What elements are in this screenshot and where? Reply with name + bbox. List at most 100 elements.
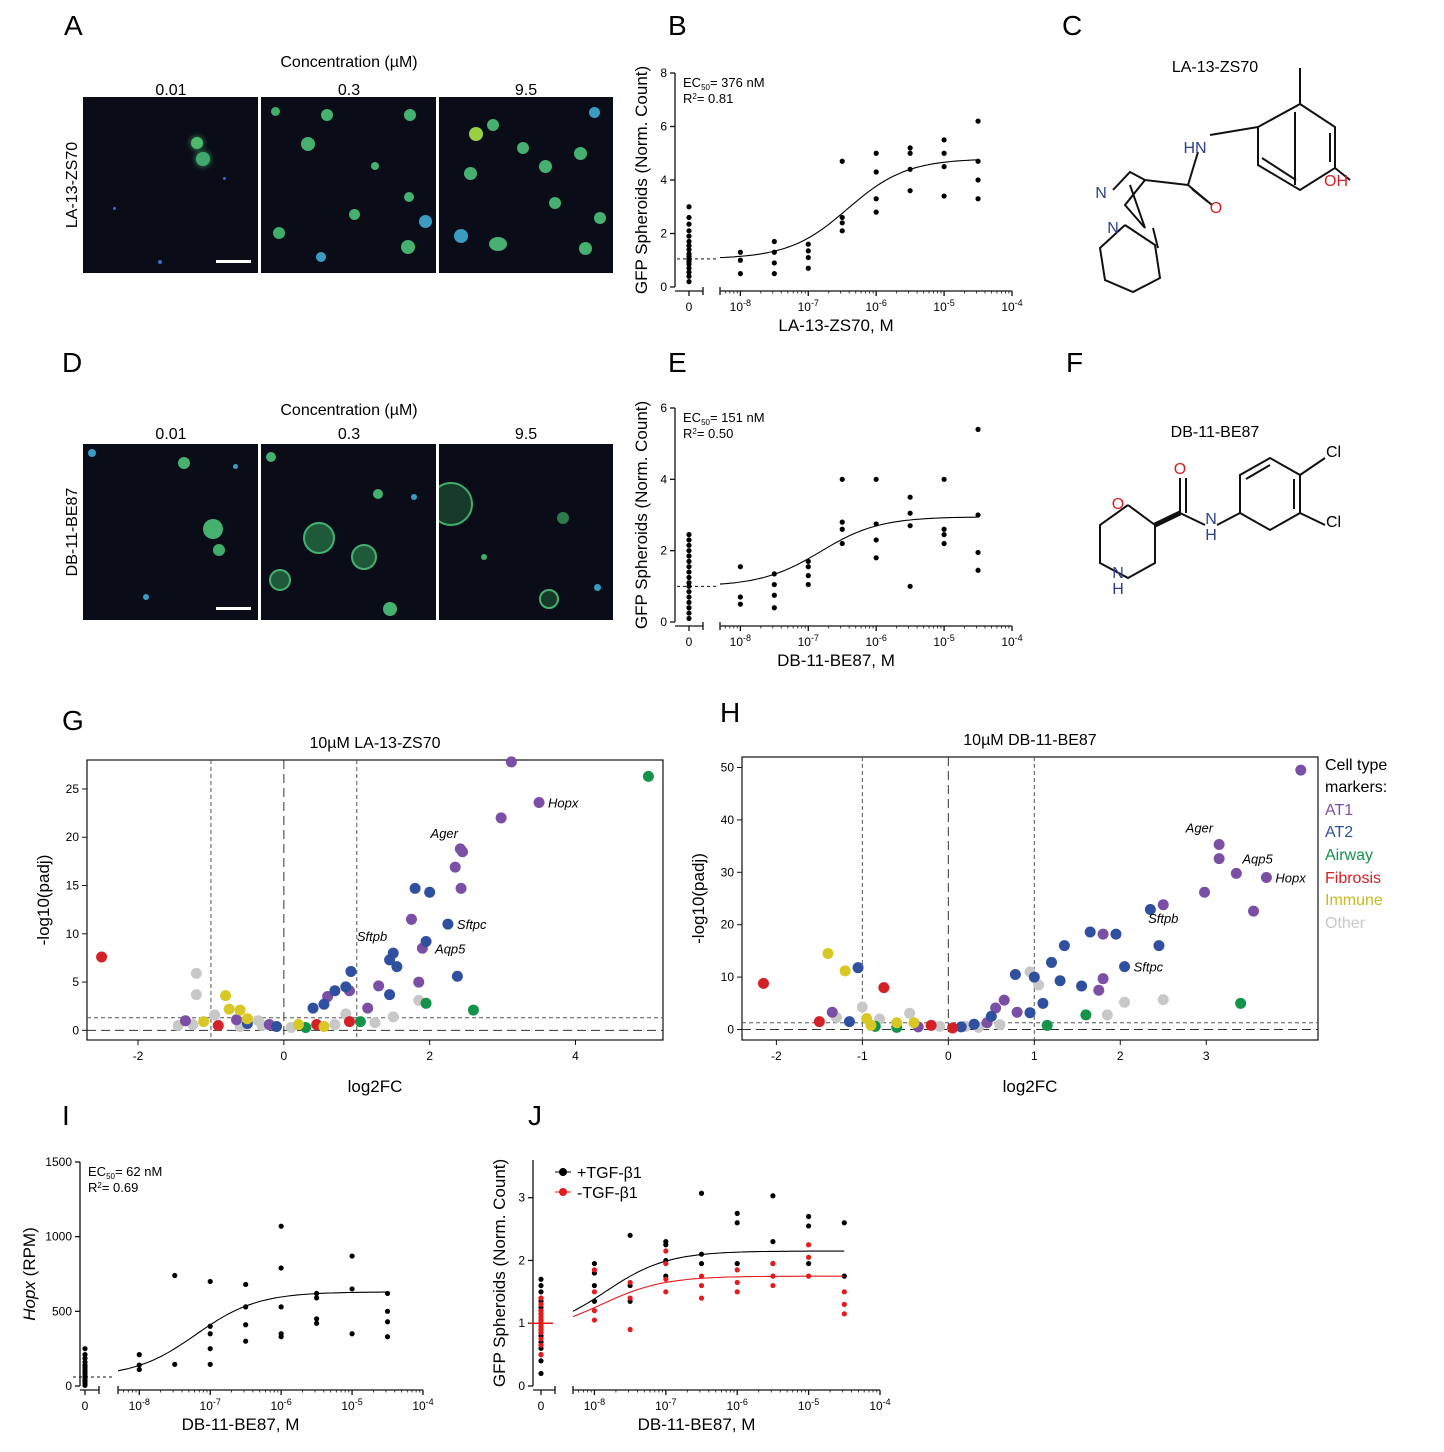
chart-i-zero-point [82, 1359, 88, 1365]
chart-g-gene-point [362, 1002, 374, 1014]
chart-b-y-title: GFP Spheroids (Norm. Count) [632, 66, 651, 294]
chart-j-x-tick-label: 10-5 [798, 1397, 819, 1413]
chart-e-point [907, 510, 913, 516]
panel-d-conc-1: 0.01 [155, 426, 186, 443]
chart-h-gene-point [998, 994, 1010, 1006]
chart-e-point [771, 605, 777, 611]
chart-b-point [805, 265, 811, 271]
chart-h-x-tick-label: 3 [1203, 1049, 1210, 1063]
chart-j-point [806, 1242, 812, 1248]
chart-b-zero-point [686, 279, 692, 285]
chart-b-point [907, 145, 913, 151]
chart-i-point [207, 1278, 213, 1285]
chart-g-gene-point [271, 1020, 283, 1032]
chart-h-gene-point [1144, 904, 1156, 916]
chart-j-point [663, 1276, 669, 1282]
chart-j-point [627, 1232, 633, 1238]
chart-b-point [941, 193, 947, 199]
chart-h-x-tick-label: -1 [857, 1049, 868, 1063]
chart-j-fit-curve [572, 1275, 845, 1318]
panel-letter-g: G [62, 705, 84, 736]
atom-hn: HN [1183, 140, 1206, 157]
chart-h-gene-point [1097, 928, 1109, 940]
chart-i-point [207, 1323, 213, 1329]
chart-j-y-tick-label: 0 [518, 1379, 525, 1393]
chart-j-zero-point [538, 1282, 544, 1289]
chart-e-point [873, 555, 879, 561]
panel-letter-h: H [720, 697, 740, 728]
chart-i-y-title: Hopx (RPM) [20, 1227, 39, 1321]
atom-oh: OH [1324, 173, 1348, 190]
legend-item-other: Other [1325, 915, 1366, 932]
legend-item-airway: Airway [1325, 847, 1373, 864]
chart-g-gene-point [387, 1011, 399, 1023]
chart-g-gene-point [345, 965, 357, 977]
chart-b-x-title: LA-13-ZS70, M [778, 316, 893, 335]
chart-h-gene-point [1230, 867, 1242, 879]
chart-h-gene-point [1153, 940, 1165, 952]
chart-i-zero-point [82, 1346, 88, 1352]
micrograph-a-3 [439, 97, 613, 273]
chart-h-gene-point [856, 1001, 868, 1013]
chart-b-zero-point [686, 228, 692, 234]
chart-j-point [591, 1260, 598, 1267]
chart-g-x-tick-label: 4 [572, 1049, 579, 1063]
chart-j-y-tick-label: 1 [518, 1316, 525, 1330]
chart-j-point [806, 1223, 812, 1229]
chart-e-point [907, 583, 913, 589]
chart-h-gene-point [1054, 975, 1066, 987]
chart-e-zero-point [686, 574, 692, 581]
chart-j-point [627, 1326, 633, 1333]
chart-h-gene-point [1028, 971, 1040, 983]
chart-g-gene-point [307, 1002, 319, 1014]
chart-g-gene-point [413, 976, 425, 988]
chart-g-y-tick-label: 5 [72, 975, 79, 989]
chart-g-gene-point [340, 981, 352, 993]
panel-letter-j: J [528, 1100, 542, 1131]
chart-i-x-zero-label: 0 [82, 1399, 89, 1413]
atom-n-ring: N [1112, 565, 1124, 582]
chart-e-x-tick-label: 10-8 [730, 633, 751, 649]
chart-j-point [734, 1267, 740, 1273]
chart-e-zero-point [686, 548, 692, 554]
legend-item-immune: Immune [1325, 892, 1383, 909]
chart-j-x-zero-label: 0 [538, 1399, 545, 1413]
chart-b-point [975, 196, 981, 202]
chart-h-gene-point [865, 1019, 877, 1031]
chart-j-x-tick-label: 10-4 [869, 1397, 890, 1413]
chart-i-point [384, 1334, 391, 1340]
chart-e-fit-curve [719, 516, 979, 585]
chart-i-ec50: EC50= 62 nM [88, 1164, 162, 1181]
chart-h-gene-point [1119, 961, 1131, 973]
chart-g-y-tick-label: 15 [66, 879, 80, 893]
chart-g-gene-point [198, 1016, 210, 1028]
micrograph-d-1 [83, 444, 258, 620]
chart-b-point [771, 271, 777, 277]
chart-h-x-tick-label: -2 [771, 1049, 782, 1063]
chart-g-x-title: log2FC [348, 1077, 403, 1096]
chart-h-gene-point [955, 1021, 967, 1033]
chart-b-x-tick-label: 10-5 [933, 298, 954, 314]
chart-h-gene-point [839, 965, 851, 977]
chart-g-gene-point [329, 1019, 341, 1031]
chart-e-point [941, 526, 947, 532]
chart-b-point [873, 196, 879, 202]
atom-cl-1: Cl [1326, 444, 1341, 461]
chart-g-gene-label: Hopx [548, 795, 579, 810]
chart-h-gene-point [1080, 1009, 1092, 1021]
chart-j-zero-point [538, 1352, 544, 1358]
chart-b-zero-point [686, 273, 692, 279]
panel-a-conc-1: 0.01 [155, 82, 186, 99]
chart-e-point [975, 512, 981, 518]
chart-e-point [839, 526, 845, 532]
chart-j-point [663, 1260, 669, 1267]
chart-j-point [770, 1239, 776, 1245]
chart-j-point [591, 1289, 598, 1295]
chart-i-x-tick-label: 10-5 [341, 1397, 362, 1413]
chart-b-point [873, 150, 879, 156]
chart-h-gene-point [1295, 764, 1307, 776]
chart-e-x-tick-label: 10-5 [933, 633, 954, 649]
chart-g-gene-point [451, 970, 463, 982]
chart-e-point [805, 573, 811, 579]
